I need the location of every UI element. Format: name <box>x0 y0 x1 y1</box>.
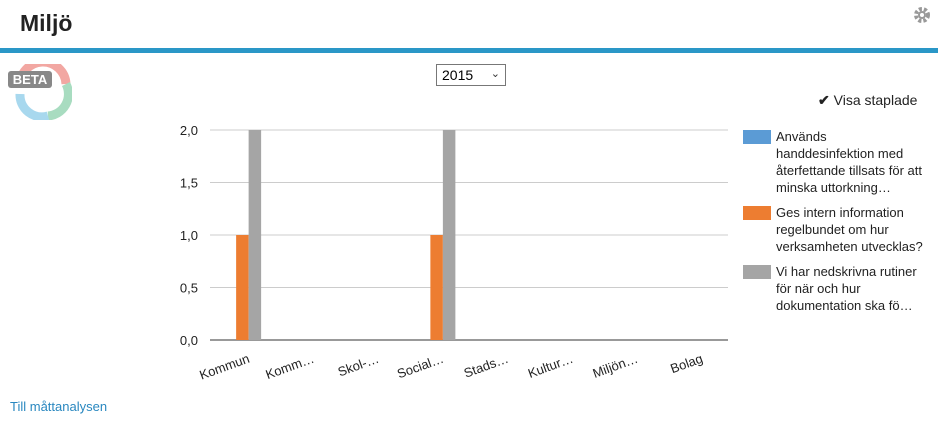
bar <box>430 235 443 340</box>
y-tick-label: 1,0 <box>180 228 198 243</box>
y-tick-label: 2,0 <box>180 123 198 138</box>
analysis-link[interactable]: Till måttanalysen <box>10 399 108 414</box>
beta-label: BETA <box>13 72 48 87</box>
year-select[interactable]: 2015 ⌄ <box>436 64 506 86</box>
legend-label: Används handdesinfektion med återfettand… <box>776 129 922 195</box>
y-tick-label: 0,5 <box>180 281 198 296</box>
x-tick-label: Kommun <box>197 351 251 383</box>
stacked-toggle[interactable]: ✔ Visa staplade <box>818 92 918 108</box>
page-title: Miljö <box>20 10 73 36</box>
y-tick-label: 1,5 <box>180 176 198 191</box>
year-select-value: 2015 <box>442 67 474 83</box>
x-tick-label: Skol-… <box>336 351 381 380</box>
x-tick-label: Kultur… <box>526 351 575 381</box>
beta-logo: BETA <box>8 64 72 120</box>
x-tick-label: Stads… <box>462 351 511 381</box>
legend-label: Vi har nedskrivna rutiner för när och hu… <box>776 264 917 313</box>
legend-item[interactable]: Vi har nedskrivna rutiner för när och hu… <box>743 263 933 314</box>
x-tick-label: Social… <box>395 351 446 382</box>
x-tick-label: Miljön… <box>591 351 640 381</box>
y-tick-label: 0,0 <box>180 333 198 348</box>
legend-swatch <box>743 206 771 220</box>
legend-item[interactable]: Ges intern information regelbundet om hu… <box>743 204 933 255</box>
x-tick-label: Bolag <box>668 351 704 376</box>
legend-swatch <box>743 130 771 144</box>
settings-icon[interactable] <box>912 5 932 25</box>
legend-item[interactable]: Används handdesinfektion med återfettand… <box>743 128 933 196</box>
legend-swatch <box>743 265 771 279</box>
legend-label: Ges intern information regelbundet om hu… <box>776 205 923 254</box>
toggle-label: Visa staplade <box>833 92 918 108</box>
bar <box>248 130 262 340</box>
x-tick-label: Komm… <box>264 351 317 382</box>
chart: 0,0 0,5 1,0 1,5 2,0 Kommun Komm… Skol-… Social… S… <box>180 123 728 383</box>
bar <box>442 130 456 340</box>
bar <box>236 235 249 340</box>
header-bar <box>0 48 938 53</box>
